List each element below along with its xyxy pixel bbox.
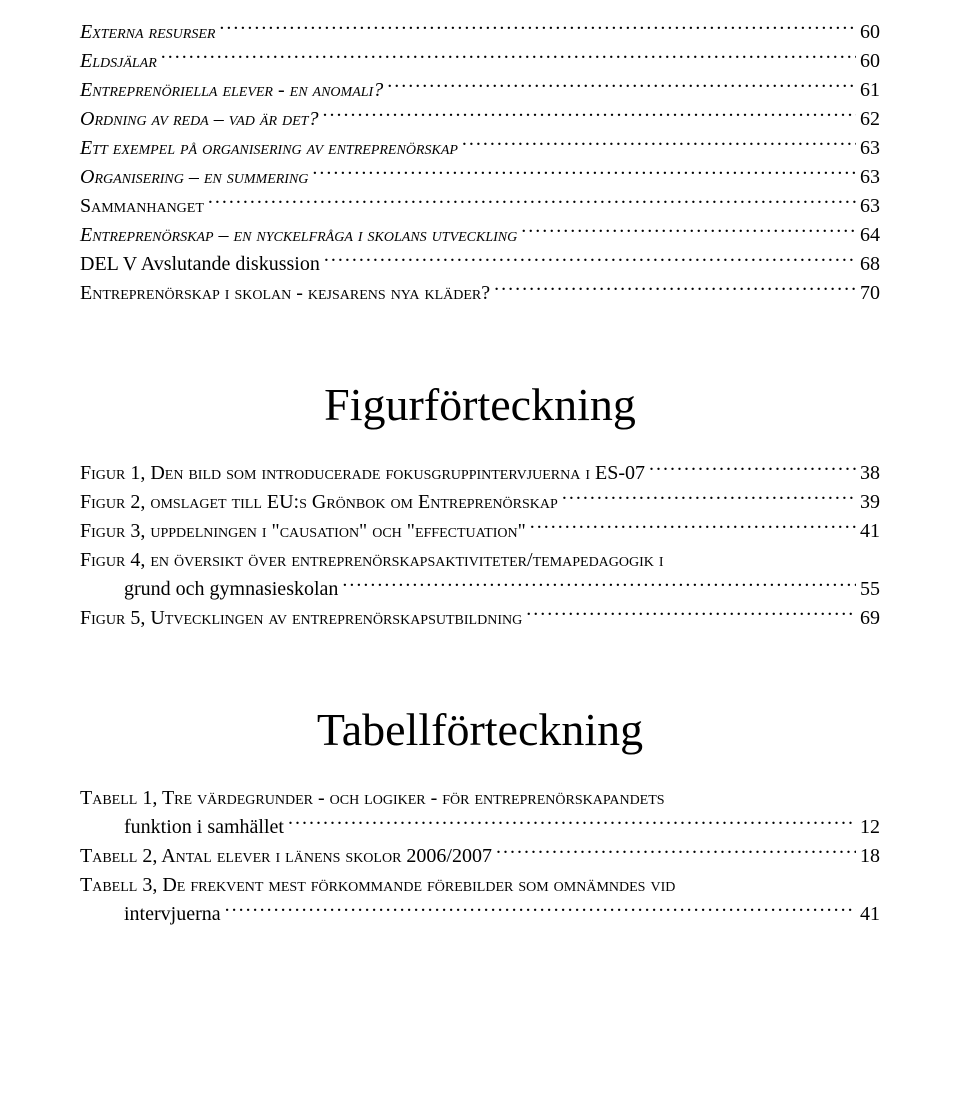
toc-leader [312, 163, 856, 183]
toc-entry-line1: Tabell 1, Tre värdegrunder - och logiker… [80, 784, 880, 813]
toc-label: Externa resurser [80, 18, 215, 47]
toc-page: 41 [860, 517, 880, 546]
toc-entry: Figur 1, Den bild som introducerade foku… [80, 459, 880, 488]
toc-label: intervjuerna [124, 900, 221, 929]
toc-entry-line1: Tabell 3, De frekvent mest förkommande f… [80, 871, 880, 900]
toc-page: 68 [860, 250, 880, 279]
toc-entry: Entreprenörskap – en nyckelfråga i skola… [80, 221, 880, 250]
toc-page: 69 [860, 604, 880, 633]
toc-leader [288, 813, 856, 833]
toc-page: 39 [860, 488, 880, 517]
tables-toc: Tabell 1, Tre värdegrunder - och logiker… [80, 784, 880, 929]
toc-label: Figur 5, Utvecklingen av entreprenörskap… [80, 604, 522, 633]
toc-page: 61 [860, 76, 880, 105]
toc-page: 64 [860, 221, 880, 250]
toc-entry: Figur 5, Utvecklingen av entreprenörskap… [80, 604, 880, 633]
toc-entry: Entreprenörskap i skolan - kejsarens nya… [80, 279, 880, 308]
toc-label: grund och gymnasieskolan [124, 575, 338, 604]
toc-label: DEL V Avslutande diskussion [80, 250, 320, 279]
toc-page: 12 [860, 813, 880, 842]
toc-entry: Entreprenöriella elever - en anomali? 61 [80, 76, 880, 105]
toc-entry: Ordning av reda – vad är det? 62 [80, 105, 880, 134]
toc-entry: Eldsjälar 60 [80, 47, 880, 76]
toc-entry: funktion i samhället 12 [80, 813, 880, 842]
toc-leader [494, 279, 856, 299]
toc-label: Ett exempel på organisering av entrepren… [80, 134, 458, 163]
toc-label: Ordning av reda – vad är det? [80, 105, 318, 134]
toc-entry: Organisering – en summering 63 [80, 163, 880, 192]
toc-leader [322, 105, 856, 125]
toc-entry-line1: Figur 4, en översikt över entreprenörska… [80, 546, 880, 575]
toc-label: Figur 1, Den bild som introducerade foku… [80, 459, 645, 488]
toc-label: Sammanhanget [80, 192, 204, 221]
toc-page: 70 [860, 279, 880, 308]
toc-label: funktion i samhället [124, 813, 284, 842]
toc-page: 62 [860, 105, 880, 134]
toc-leader [225, 900, 856, 920]
toc-label: Entreprenörskap – en nyckelfråga i skola… [80, 221, 517, 250]
toc-entry: Tabell 2, Antal elever i länens skolor 2… [80, 842, 880, 871]
toc-page: 63 [860, 134, 880, 163]
toc-entry: intervjuerna 41 [80, 900, 880, 929]
toc-page: 60 [860, 47, 880, 76]
toc-page: 38 [860, 459, 880, 488]
toc-page: 18 [860, 842, 880, 871]
figures-toc: Figur 1, Den bild som introducerade foku… [80, 459, 880, 633]
toc-label: Organisering – en summering [80, 163, 308, 192]
toc-leader [342, 575, 856, 595]
toc-label: Tabell 2, Antal elever i länens skolor 2… [80, 842, 492, 871]
toc-page: 63 [860, 163, 880, 192]
toc-entry: Figur 2, omslaget till EU:s Grönbok om E… [80, 488, 880, 517]
toc-leader [496, 842, 856, 862]
tables-heading: Tabellförteckning [80, 703, 880, 756]
toc-leader [530, 517, 856, 537]
toc-label: Entreprenörskap i skolan - kejsarens nya… [80, 279, 490, 308]
toc-label: Figur 3, uppdelningen i "causation" och … [80, 517, 526, 546]
toc-leader [387, 76, 856, 96]
toc-leader [462, 134, 856, 154]
toc-leader [649, 459, 856, 479]
toc-page: 41 [860, 900, 880, 929]
toc-continuation: Externa resurser60Eldsjälar60Entreprenör… [80, 18, 880, 308]
toc-label: Entreprenöriella elever - en anomali? [80, 76, 383, 105]
toc-leader [562, 488, 856, 508]
toc-page: 60 [860, 18, 880, 47]
figures-heading: Figurförteckning [80, 378, 880, 431]
toc-leader [324, 250, 856, 270]
toc-entry: Ett exempel på organisering av entrepren… [80, 134, 880, 163]
toc-page: 55 [860, 575, 880, 604]
toc-entry: Figur 3, uppdelningen i "causation" och … [80, 517, 880, 546]
toc-leader [526, 604, 856, 624]
toc-entry: Externa resurser 60 [80, 18, 880, 47]
toc-label: Figur 2, omslaget till EU:s Grönbok om E… [80, 488, 558, 517]
toc-entry: DEL V Avslutande diskussion 68 [80, 250, 880, 279]
toc-entry: grund och gymnasieskolan 55 [80, 575, 880, 604]
toc-leader [208, 192, 856, 212]
toc-leader [521, 221, 856, 241]
toc-label: Eldsjälar [80, 47, 157, 76]
toc-entry: Sammanhanget 63 [80, 192, 880, 221]
toc-leader [219, 18, 856, 38]
toc-page: 63 [860, 192, 880, 221]
toc-leader [161, 47, 856, 67]
